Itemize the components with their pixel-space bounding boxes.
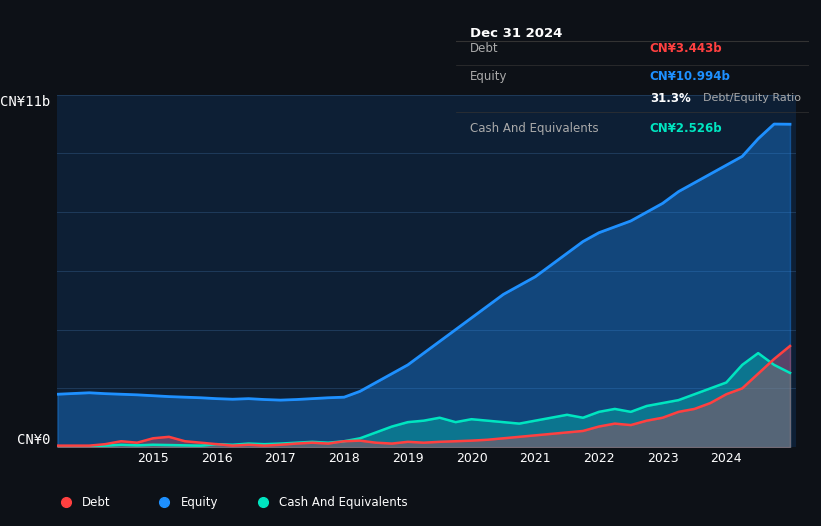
Text: Cash And Equivalents: Cash And Equivalents: [279, 496, 408, 509]
Text: Equity: Equity: [181, 496, 218, 509]
Text: 31.3%: 31.3%: [650, 92, 690, 105]
Text: Cash And Equivalents: Cash And Equivalents: [470, 122, 599, 135]
Text: CN¥11b: CN¥11b: [0, 95, 50, 109]
Text: Debt: Debt: [82, 496, 111, 509]
Text: CN¥0: CN¥0: [16, 433, 50, 447]
Text: CN¥10.994b: CN¥10.994b: [650, 69, 731, 83]
Text: Dec 31 2024: Dec 31 2024: [470, 27, 562, 40]
Text: Debt: Debt: [470, 42, 498, 55]
Text: Equity: Equity: [470, 69, 507, 83]
Text: CN¥2.526b: CN¥2.526b: [650, 122, 722, 135]
Text: Debt/Equity Ratio: Debt/Equity Ratio: [703, 93, 800, 103]
Text: CN¥3.443b: CN¥3.443b: [650, 42, 722, 55]
